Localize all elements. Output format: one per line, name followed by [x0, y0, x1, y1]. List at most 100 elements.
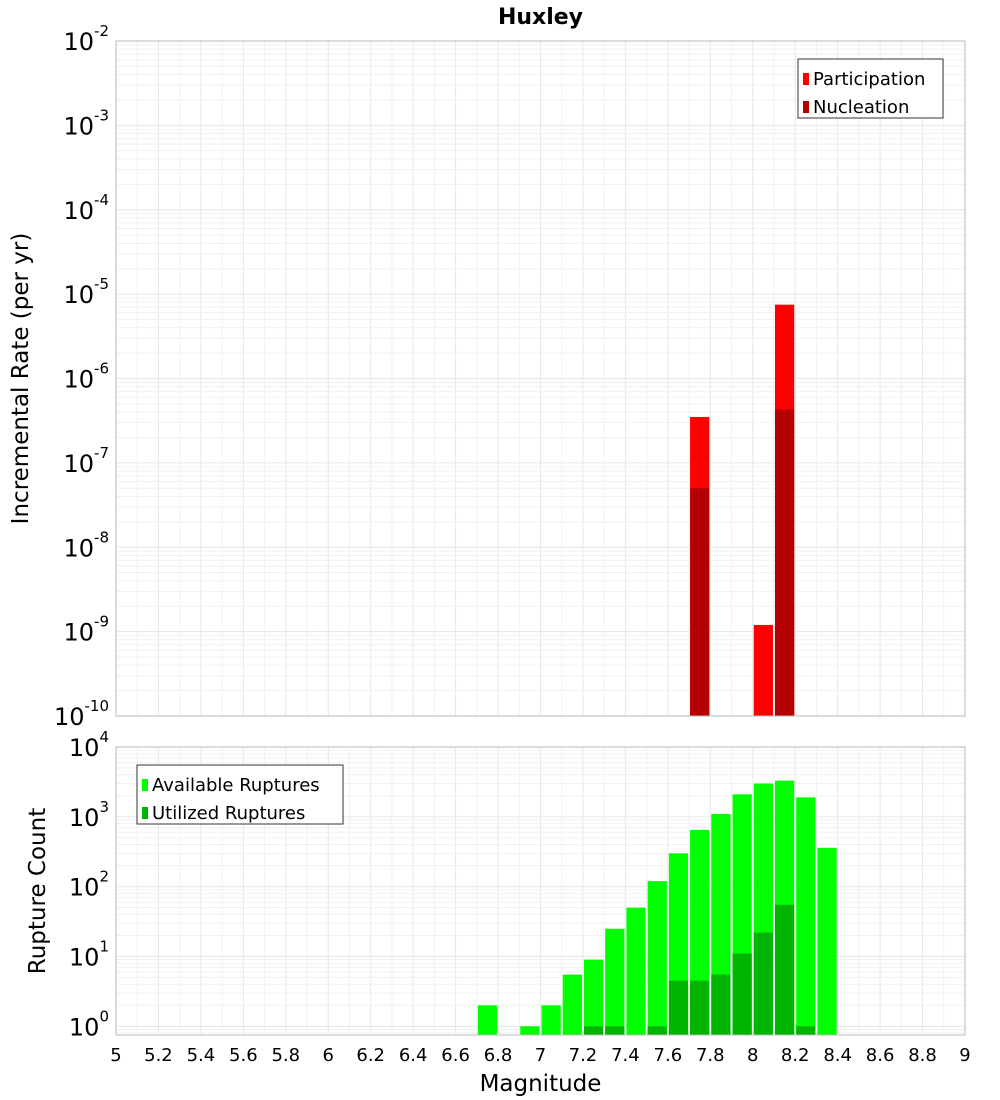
- x-tick-label: 5.8: [271, 1045, 300, 1066]
- x-tick-label: 8.4: [823, 1045, 852, 1066]
- y-tick-base: 10: [54, 703, 85, 731]
- chart-title: Huxley: [498, 5, 583, 30]
- legend-entry: Available Ruptures: [152, 775, 320, 796]
- y-tick-exponent: -3: [94, 106, 109, 124]
- y-tick-base: 10: [63, 450, 94, 478]
- y-axis-label: Rupture Count: [25, 808, 51, 974]
- y-tick-label: 10-10: [54, 697, 109, 731]
- bar-utilized-ruptures: [753, 932, 773, 1035]
- y-tick-base: 10: [69, 874, 100, 902]
- x-tick-label: 7: [535, 1045, 546, 1066]
- x-tick-label: 6.4: [399, 1045, 428, 1066]
- x-tick-label: 6.8: [484, 1045, 513, 1066]
- legend-swatch: [142, 807, 148, 819]
- y-tick-label: 10-7: [63, 444, 109, 478]
- bar-available-ruptures: [605, 928, 625, 1035]
- y-tick-label: 10-8: [63, 528, 109, 562]
- bar-participation: [753, 624, 773, 716]
- bar-nucleation: [774, 409, 795, 716]
- y-tick-base: 10: [69, 804, 100, 832]
- y-tick-base: 10: [63, 112, 94, 140]
- y-tick-exponent: -9: [94, 613, 109, 631]
- y-tick-label: 10-3: [63, 106, 109, 140]
- y-tick-label: 10-5: [63, 275, 109, 309]
- bar-available-ruptures: [796, 797, 816, 1035]
- y-tick-base: 10: [63, 619, 94, 647]
- y-tick-exponent: -2: [94, 22, 109, 40]
- bar-available-ruptures: [817, 847, 837, 1035]
- y-tick-exponent: 0: [99, 1007, 109, 1025]
- y-tick-base: 10: [69, 734, 100, 762]
- legend-box: [797, 58, 944, 119]
- y-tick-base: 10: [63, 281, 94, 309]
- bar-utilized-ruptures: [668, 980, 689, 1035]
- bar-nucleation: [690, 488, 710, 716]
- bar-available-ruptures: [477, 1005, 498, 1035]
- plot-frame: [115, 40, 966, 717]
- x-tick-label: 7.4: [611, 1045, 640, 1066]
- bar-utilized-ruptures: [583, 1026, 604, 1035]
- y-tick-base: 10: [63, 366, 94, 394]
- y-axis-label: Incremental Rate (per yr): [8, 233, 34, 525]
- x-tick-label: 5.2: [144, 1045, 173, 1066]
- bar-utilized-ruptures: [796, 1026, 816, 1035]
- y-tick-label: 10-6: [63, 360, 109, 394]
- x-tick-label: 6: [323, 1045, 334, 1066]
- y-tick-label: 10-9: [63, 613, 109, 647]
- bar-utilized-ruptures: [647, 1026, 667, 1035]
- bar-utilized-ruptures: [774, 904, 795, 1035]
- y-tick-exponent: 4: [99, 728, 109, 746]
- y-tick-exponent: -10: [85, 697, 110, 715]
- y-tick-base: 10: [69, 943, 100, 971]
- x-tick-label: 7.2: [569, 1045, 598, 1066]
- bar-utilized-ruptures: [711, 974, 731, 1035]
- y-tick-exponent: -8: [94, 528, 109, 546]
- y-tick-exponent: -4: [94, 191, 109, 209]
- bar-available-ruptures: [541, 1005, 561, 1035]
- legend-swatch: [142, 779, 148, 791]
- x-axis-label: Magnitude: [480, 1071, 602, 1097]
- y-tick-exponent: -5: [94, 275, 109, 293]
- x-tick-label: 8.6: [866, 1045, 895, 1066]
- bar-available-ruptures: [583, 959, 604, 1035]
- legend-swatch: [803, 101, 809, 113]
- bar-utilized-ruptures: [732, 953, 752, 1035]
- y-tick-label: 10-2: [63, 22, 109, 56]
- x-tick-label: 8.2: [781, 1045, 810, 1066]
- y-tick-label: 102: [69, 868, 109, 902]
- y-tick-label: 10-4: [63, 191, 109, 225]
- bar-utilized-ruptures: [605, 1026, 625, 1035]
- y-tick-exponent: -7: [94, 444, 109, 462]
- bar-available-ruptures: [647, 881, 667, 1035]
- x-tick-label: 5.4: [187, 1045, 216, 1066]
- x-tick-label: 6.6: [441, 1045, 470, 1066]
- x-tick-label: 8: [747, 1045, 758, 1066]
- x-tick-label: 7.6: [654, 1045, 683, 1066]
- y-tick-exponent: 2: [99, 868, 109, 886]
- x-tick-label: 5: [110, 1045, 121, 1066]
- x-tick-label: 5.6: [229, 1045, 258, 1066]
- y-tick-exponent: -6: [94, 360, 109, 378]
- y-tick-exponent: 1: [99, 937, 109, 955]
- bar-available-ruptures: [520, 1026, 540, 1035]
- x-tick-label: 8.8: [908, 1045, 937, 1066]
- plot-frame: [115, 746, 966, 1036]
- y-tick-label: 100: [69, 1007, 109, 1041]
- y-tick-label: 104: [69, 728, 109, 762]
- legend-swatch: [803, 73, 809, 85]
- bar-utilized-ruptures: [690, 980, 710, 1035]
- legend-box: [136, 764, 344, 825]
- y-tick-base: 10: [69, 1013, 100, 1041]
- bar-available-ruptures: [626, 907, 646, 1035]
- bar-available-ruptures: [562, 974, 582, 1035]
- x-tick-label: 7.8: [696, 1045, 725, 1066]
- y-tick-exponent: 3: [99, 798, 109, 816]
- y-tick-base: 10: [63, 534, 94, 562]
- legend-entry: Utilized Ruptures: [152, 803, 305, 824]
- y-tick-base: 10: [63, 28, 94, 56]
- y-tick-base: 10: [63, 197, 94, 225]
- x-tick-label: 6.2: [356, 1045, 385, 1066]
- y-tick-label: 101: [69, 937, 109, 971]
